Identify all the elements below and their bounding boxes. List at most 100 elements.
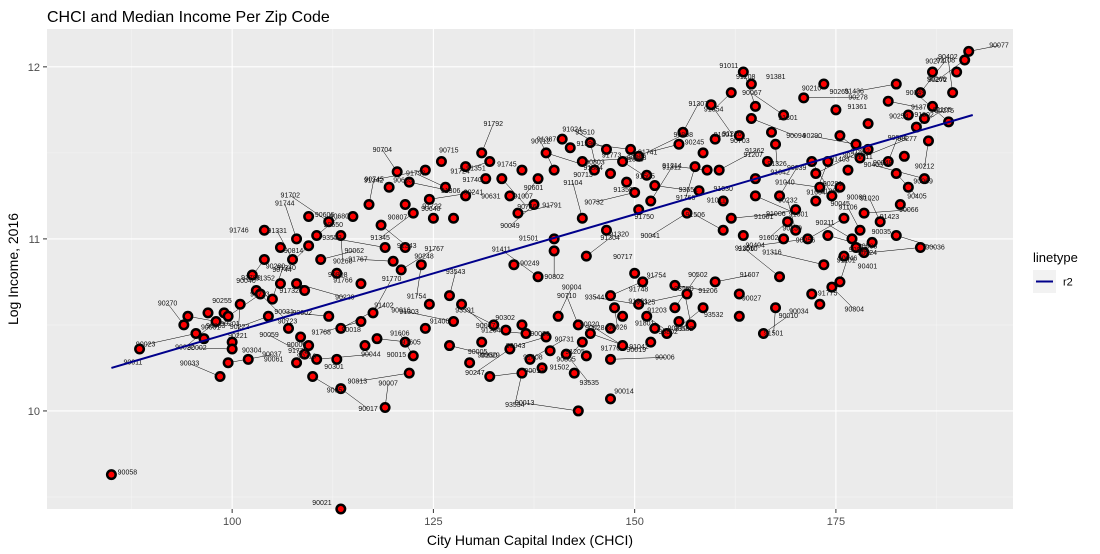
data-point <box>361 342 368 349</box>
point-label: 90017 <box>358 406 378 413</box>
data-point <box>398 266 405 273</box>
point-label: 91364 <box>821 188 841 195</box>
point-label: 91606 <box>390 331 410 338</box>
data-point <box>325 313 332 320</box>
point-label: 91390 <box>576 141 596 148</box>
data-point <box>438 158 445 165</box>
point-label: 90034 <box>789 308 809 315</box>
point-label: 90026 <box>608 325 628 332</box>
data-point <box>840 215 847 222</box>
data-point <box>836 132 843 139</box>
data-point <box>792 206 799 213</box>
label-leader-line <box>589 324 623 346</box>
data-point <box>237 301 244 308</box>
point-label: 91311 <box>662 165 681 172</box>
point-label: 91733 <box>250 292 270 299</box>
point-label: 90245 <box>685 139 705 146</box>
point-label: 91011 <box>707 198 726 205</box>
data-point <box>639 278 646 285</box>
data-point <box>192 330 199 337</box>
point-label: 91316 <box>762 249 782 256</box>
label-leader-line <box>672 165 708 171</box>
label-leader-line <box>524 402 579 412</box>
point-label: 90010 <box>779 313 799 320</box>
point-label: 90746 <box>517 204 537 211</box>
point-label: 93510 <box>575 130 595 137</box>
data-point <box>482 175 489 182</box>
point-label: 91105 <box>933 107 952 114</box>
point-label: 90810 <box>668 326 688 333</box>
data-point <box>229 339 236 346</box>
label-leader-line <box>674 285 709 292</box>
data-point <box>498 175 505 182</box>
data-point <box>514 210 521 217</box>
point-label: 93553 <box>322 235 342 242</box>
data-point <box>861 210 868 217</box>
label-leader-line <box>145 333 196 345</box>
point-label: 91340 <box>276 265 296 272</box>
point-label: 90049 <box>906 90 926 97</box>
data-point <box>337 385 344 392</box>
data-point <box>768 129 775 136</box>
label-leader-line <box>610 357 665 360</box>
point-label: 90036 <box>925 244 945 251</box>
point-label: 91204 <box>481 328 501 335</box>
point-label: 90254 <box>889 113 909 120</box>
data-point <box>683 210 690 217</box>
data-point <box>349 213 356 220</box>
point-label: 90056 <box>796 237 816 244</box>
point-label: 91302 <box>914 112 934 119</box>
label-leader-line <box>645 293 688 303</box>
data-point <box>333 270 340 277</box>
data-point <box>426 196 433 203</box>
point-label: 91605 <box>401 339 421 346</box>
data-point <box>832 106 839 113</box>
label-leader-line <box>864 209 909 214</box>
point-label: 90603 <box>627 155 647 162</box>
data-point <box>651 325 658 332</box>
plot-panel <box>47 29 1013 509</box>
data-point <box>671 282 678 289</box>
point-label: 90802 <box>658 329 678 336</box>
point-label: 90014 <box>614 389 634 396</box>
point-label: 90713 <box>573 172 593 179</box>
data-point <box>478 149 485 156</box>
point-label: 90049 <box>500 223 520 230</box>
data-point <box>551 247 558 254</box>
point-label: 90815 <box>849 247 869 254</box>
data-point <box>712 136 719 143</box>
point-label: 90016 <box>391 308 411 315</box>
point-label: 90680 <box>330 214 350 221</box>
point-label: 90041 <box>640 233 660 240</box>
data-point <box>885 98 892 105</box>
data-point <box>213 318 220 325</box>
label-leader-line <box>784 182 820 188</box>
x-axis-title: City Human Capital Index (CHCI) <box>427 532 633 548</box>
chart-title: CHCI and Median Income Per Zip Code <box>47 9 330 26</box>
point-label: 90069 <box>913 178 933 185</box>
point-label: 91775 <box>818 290 838 297</box>
point-label: 93532 <box>704 312 724 319</box>
data-point <box>245 356 252 363</box>
label-leader-line <box>357 372 410 382</box>
label-leader-line <box>380 212 414 239</box>
point-label: 90241 <box>464 189 484 196</box>
data-point <box>764 158 771 165</box>
data-point <box>688 321 694 328</box>
label-leader-line <box>710 104 733 135</box>
data-point <box>257 290 264 297</box>
point-label: 90290 <box>803 133 823 140</box>
x-axis-ticks: 100 125 150 175 <box>223 509 845 528</box>
point-label: 93591 <box>455 307 475 314</box>
point-label: 90006 <box>655 354 675 361</box>
data-point <box>736 132 743 139</box>
data-point <box>752 103 759 110</box>
data-point <box>844 167 851 174</box>
point-label: 90280 <box>266 263 286 270</box>
point-label: 90013 <box>515 400 535 407</box>
data-point <box>953 69 960 76</box>
data-point <box>579 339 586 346</box>
point-label: 91355 <box>624 156 644 163</box>
data-points <box>105 45 975 515</box>
